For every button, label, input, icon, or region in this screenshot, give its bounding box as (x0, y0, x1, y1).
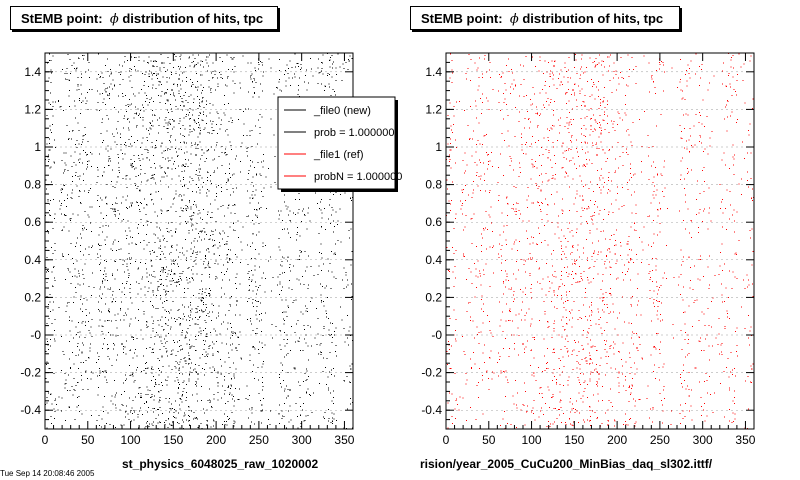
left-plot-title: StEMB point: ϕ distribution of hits, tpc (10, 6, 278, 30)
right-plot: 0 50 100 150 200 250 300 350 -0.4 -0.2 -0 0.2 0.4 0.6… (421, 52, 756, 447)
y-tick-label: 0.6 (24, 215, 41, 229)
y-tick-label: 0.6 (425, 215, 442, 229)
x-tick-label: 50 (81, 433, 95, 447)
x-tick-label: 150 (163, 433, 183, 447)
left-title-suffix: distribution of hits, tpc (122, 11, 264, 26)
left-title-prefix: StEMB point: (21, 11, 103, 26)
x-tick-label: 0 (443, 433, 450, 447)
x-tick-label: 100 (522, 433, 542, 447)
y-tick-label: 0.8 (24, 178, 41, 192)
y-tick-label: -0.2 (20, 366, 41, 380)
y-tick-label: -0 (30, 328, 41, 342)
y-tick-label: -0.2 (421, 366, 442, 380)
y-tick-label: -0.4 (20, 403, 41, 417)
y-tick-label: -0.4 (421, 403, 442, 417)
y-tick-label: 1 (435, 140, 442, 154)
legend-label-3: probN = 1.000000 (314, 171, 402, 183)
right-title-phi: ϕ (509, 12, 519, 27)
right-title-suffix: distribution of hits, tpc (522, 11, 664, 26)
x-tick-label: 150 (564, 433, 584, 447)
grid-1 (446, 71, 754, 411)
y-tick-label: 0.8 (425, 178, 442, 192)
left-file-label: st_physics_6048025_raw_1020002 (122, 457, 319, 471)
x-tick-label: 250 (249, 433, 269, 447)
x-tick-label: 300 (693, 433, 713, 447)
right-file-label: rision/year_2005_CuCu200_MinBias_daq_sl3… (420, 457, 713, 471)
x-tick-label: 300 (292, 433, 312, 447)
y-tick-label: 1.4 (24, 65, 41, 79)
y-tick-label: 1 (34, 140, 41, 154)
x-tick-label: 350 (735, 433, 755, 447)
legend: _file0 (new) prob = 1.000000 _file1 (ref) p… (277, 96, 402, 192)
x-tick-label: 0 (42, 433, 49, 447)
y-tick-label: 0.2 (425, 290, 442, 304)
x-tick-label: 250 (650, 433, 670, 447)
legend-label-1: prob = 1.000000 (314, 127, 394, 139)
scatter-series-1 (446, 53, 754, 429)
legend-box (277, 96, 396, 190)
y-tick-label: 0.4 (425, 253, 442, 267)
right-plot-title: StEMB point: ϕ distribution of hits, tpc (410, 6, 680, 30)
y-tick-label: 1.2 (24, 102, 41, 116)
left-title-phi: ϕ (109, 12, 119, 27)
legend-label-2: _file1 (ref) (313, 149, 364, 161)
x-tick-label: 200 (206, 433, 226, 447)
right-title-prefix: StEMB point: (421, 11, 503, 26)
left-plot: 0 50 100 150 200 250 300 350 -0.4 -0.2 -0 0.2 0.4 0.6… (20, 52, 355, 447)
x-tick-label: 200 (607, 433, 627, 447)
x-tick-label: 100 (121, 433, 141, 447)
y-tick-label: 1.4 (425, 65, 442, 79)
x-tick-label: 350 (334, 433, 354, 447)
y-tick-label: -0 (431, 328, 442, 342)
x-tick-label: 50 (482, 433, 496, 447)
timestamp-footer: Tue Sep 14 20:08:46 2005 (0, 469, 95, 478)
y-tick-label: 1.2 (425, 102, 442, 116)
y-tick-label: 0.2 (24, 290, 41, 304)
scatter-points-1 (446, 53, 754, 429)
y-tick-label: 0.4 (24, 253, 41, 267)
legend-label-0: _file0 (new) (313, 105, 371, 117)
